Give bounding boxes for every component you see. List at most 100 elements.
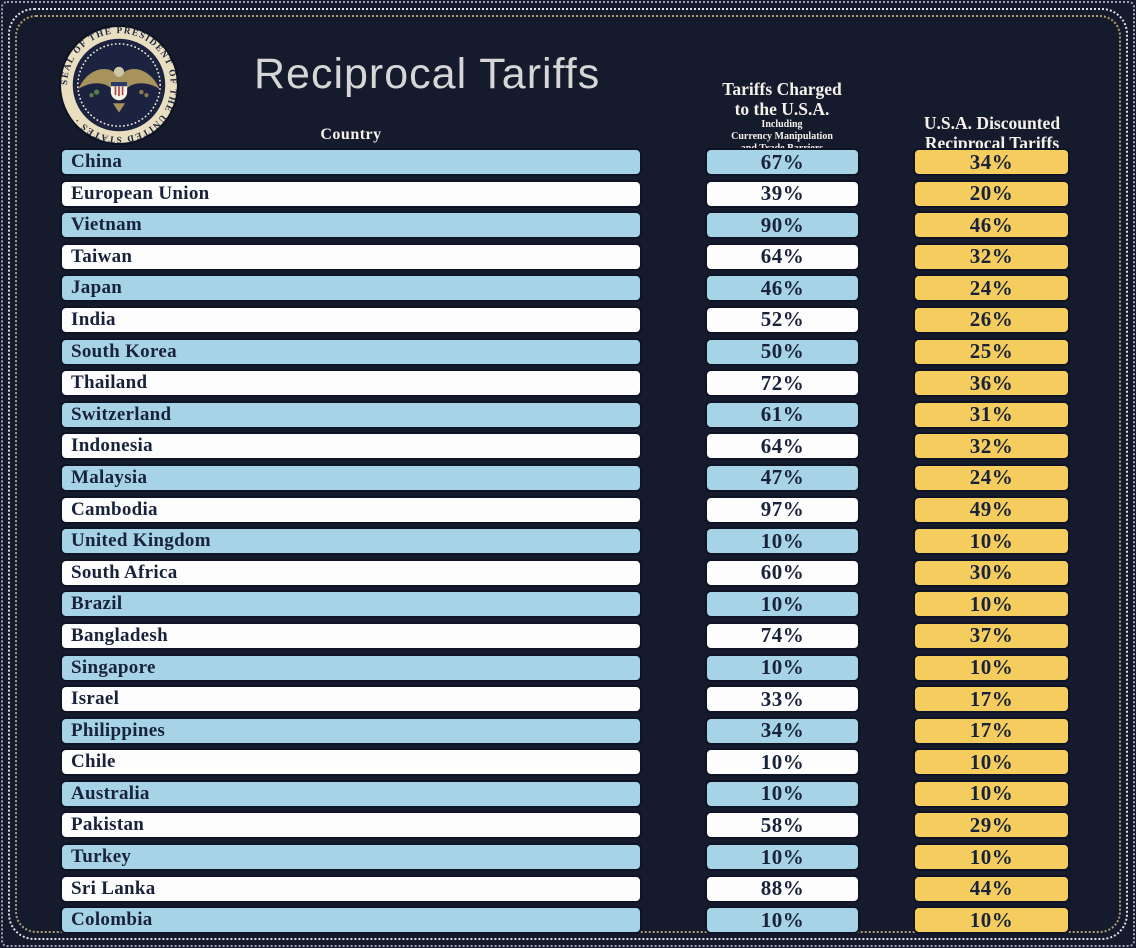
- tariff-charged-cell: 72%: [705, 369, 860, 398]
- tariff-charged-cell: 88%: [705, 874, 860, 903]
- table-row: South Africa 60% 30%: [0, 558, 1136, 587]
- country-cell: Japan: [60, 274, 642, 303]
- tariff-discounted-cell: 32%: [913, 242, 1070, 271]
- tariff-charged-cell: 64%: [705, 242, 860, 271]
- table-row: Thailand 72% 36%: [0, 369, 1136, 398]
- tariff-discounted-cell: 37%: [913, 621, 1070, 650]
- tariff-charged-cell: 10%: [705, 906, 860, 935]
- table-row: Australia 10% 10%: [0, 779, 1136, 808]
- tariff-charged-cell: 61%: [705, 400, 860, 429]
- country-cell: Switzerland: [60, 400, 642, 429]
- tariff-discounted-cell: 31%: [913, 400, 1070, 429]
- tariff-charged-cell: 10%: [705, 779, 860, 808]
- tariff-discounted-cell: 26%: [913, 305, 1070, 334]
- table-row: Colombia 10% 10%: [0, 906, 1136, 935]
- tariff-discounted-cell: 20%: [913, 179, 1070, 208]
- table-row: Philippines 34% 17%: [0, 716, 1136, 745]
- tariff-discounted-cell: 44%: [913, 874, 1070, 903]
- tariff-discounted-cell: 24%: [913, 463, 1070, 492]
- tariff-discounted-cell: 24%: [913, 274, 1070, 303]
- country-cell: Thailand: [60, 369, 642, 398]
- tariff-discounted-cell: 10%: [913, 906, 1070, 935]
- table-row: Turkey 10% 10%: [0, 843, 1136, 872]
- tariffs-table: China 67% 34% European Union 39% 20% Vie…: [0, 148, 1136, 938]
- tariff-discounted-cell: 36%: [913, 369, 1070, 398]
- country-cell: Pakistan: [60, 811, 642, 840]
- page-title: Reciprocal Tariffs: [254, 50, 601, 98]
- tariff-charged-cell: 52%: [705, 305, 860, 334]
- tariff-discounted-cell: 10%: [913, 779, 1070, 808]
- header-line: U.S.A. Discounted: [923, 113, 1061, 133]
- table-row: South Korea 50% 25%: [0, 337, 1136, 366]
- tariff-discounted-cell: 10%: [913, 590, 1070, 619]
- country-cell: China: [60, 148, 642, 176]
- tariff-discounted-cell: 29%: [913, 811, 1070, 840]
- table-row: Pakistan 58% 29%: [0, 811, 1136, 840]
- table-row: European Union 39% 20%: [0, 179, 1136, 208]
- tariff-discounted-cell: 17%: [913, 716, 1070, 745]
- country-cell: India: [60, 305, 642, 334]
- presidential-seal-icon: SEAL OF THE PRESIDENT OF THE UNITED STAT…: [59, 25, 179, 145]
- tariff-discounted-cell: 49%: [913, 495, 1070, 524]
- table-row: Vietnam 90% 46%: [0, 211, 1136, 240]
- header-line: Tariffs Charged: [722, 79, 842, 99]
- tariff-charged-cell: 50%: [705, 337, 860, 366]
- header-subline: Including: [761, 119, 803, 131]
- country-cell: Singapore: [60, 653, 642, 682]
- tariff-charged-cell: 10%: [705, 748, 860, 777]
- tariff-charged-cell: 34%: [705, 716, 860, 745]
- table-row: United Kingdom 10% 10%: [0, 527, 1136, 556]
- country-cell: Australia: [60, 779, 642, 808]
- country-cell: South Africa: [60, 558, 642, 587]
- table-row: Japan 46% 24%: [0, 274, 1136, 303]
- country-cell: Malaysia: [60, 463, 642, 492]
- country-cell: Turkey: [60, 843, 642, 872]
- country-cell: Israel: [60, 685, 642, 714]
- tariff-discounted-cell: 10%: [913, 843, 1070, 872]
- table-row: Israel 33% 17%: [0, 685, 1136, 714]
- tariff-charged-cell: 90%: [705, 211, 860, 240]
- tariff-charged-cell: 67%: [705, 148, 860, 176]
- country-cell: Brazil: [60, 590, 642, 619]
- country-cell: Cambodia: [60, 495, 642, 524]
- tariff-discounted-cell: 30%: [913, 558, 1070, 587]
- table-row: Chile 10% 10%: [0, 748, 1136, 777]
- table-row: China 67% 34%: [0, 148, 1136, 176]
- table-row: Brazil 10% 10%: [0, 590, 1136, 619]
- tariff-charged-cell: 60%: [705, 558, 860, 587]
- tariff-discounted-cell: 32%: [913, 432, 1070, 461]
- column-header-country: Country: [320, 126, 382, 143]
- country-cell: Chile: [60, 748, 642, 777]
- tariff-discounted-cell: 34%: [913, 148, 1070, 176]
- tariff-charged-cell: 10%: [705, 653, 860, 682]
- tariff-charged-cell: 10%: [705, 527, 860, 556]
- country-cell: Vietnam: [60, 211, 642, 240]
- country-cell: Bangladesh: [60, 621, 642, 650]
- country-cell: South Korea: [60, 337, 642, 366]
- tariff-discounted-cell: 10%: [913, 748, 1070, 777]
- country-cell: United Kingdom: [60, 527, 642, 556]
- tariff-charged-cell: 58%: [705, 811, 860, 840]
- tariff-charged-cell: 10%: [705, 843, 860, 872]
- country-cell: Taiwan: [60, 242, 642, 271]
- tariff-charged-cell: 74%: [705, 621, 860, 650]
- tariff-discounted-cell: 10%: [913, 653, 1070, 682]
- table-row: Bangladesh 74% 37%: [0, 621, 1136, 650]
- table-row: Indonesia 64% 32%: [0, 432, 1136, 461]
- tariff-charged-cell: 10%: [705, 590, 860, 619]
- tariff-charged-cell: 39%: [705, 179, 860, 208]
- country-cell: Indonesia: [60, 432, 642, 461]
- column-header-tariffs-charged: Tariffs Charged to the U.S.A. Including …: [662, 79, 902, 155]
- eagle-emblem: [78, 66, 160, 113]
- table-row: Taiwan 64% 32%: [0, 242, 1136, 271]
- header-subline: Currency Manipulation: [731, 130, 833, 142]
- tariff-discounted-cell: 10%: [913, 527, 1070, 556]
- table-row: Cambodia 97% 49%: [0, 495, 1136, 524]
- tariff-charged-cell: 46%: [705, 274, 860, 303]
- table-row: India 52% 26%: [0, 305, 1136, 334]
- tariff-charged-cell: 64%: [705, 432, 860, 461]
- tariff-charged-cell: 97%: [705, 495, 860, 524]
- country-cell: European Union: [60, 179, 642, 208]
- header-line: to the U.S.A.: [734, 98, 830, 119]
